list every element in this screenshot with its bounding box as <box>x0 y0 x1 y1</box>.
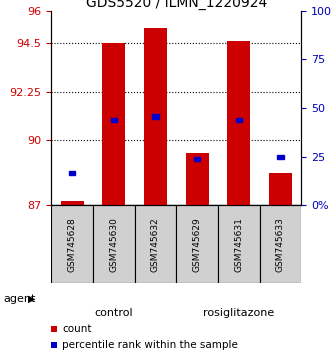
Bar <box>277 154 284 159</box>
Text: GSM745628: GSM745628 <box>68 217 77 272</box>
Bar <box>51 205 93 283</box>
Text: count: count <box>62 324 92 334</box>
Bar <box>61 201 84 205</box>
Bar <box>111 118 117 122</box>
Bar <box>269 173 292 205</box>
Text: GSM745630: GSM745630 <box>109 217 118 272</box>
Bar <box>218 205 260 283</box>
Bar <box>102 43 125 205</box>
Text: agent: agent <box>3 294 36 304</box>
Bar <box>135 205 176 283</box>
Bar <box>69 171 75 175</box>
Bar <box>144 28 167 205</box>
Text: GSM745629: GSM745629 <box>193 217 202 272</box>
Text: ▶: ▶ <box>28 294 36 304</box>
Bar <box>194 157 200 161</box>
Text: GSM745632: GSM745632 <box>151 217 160 272</box>
Text: GSM745633: GSM745633 <box>276 217 285 272</box>
Bar <box>176 205 218 283</box>
Text: GSM745631: GSM745631 <box>234 217 243 272</box>
Bar <box>93 205 135 283</box>
Text: control: control <box>94 308 133 318</box>
Text: percentile rank within the sample: percentile rank within the sample <box>62 340 238 350</box>
Bar <box>236 118 242 122</box>
Text: rosiglitazone: rosiglitazone <box>203 308 274 318</box>
Title: GDS5520 / ILMN_1220924: GDS5520 / ILMN_1220924 <box>86 0 267 10</box>
Bar <box>152 114 159 119</box>
Bar <box>260 205 301 283</box>
Bar <box>186 153 209 205</box>
Bar <box>227 41 250 205</box>
